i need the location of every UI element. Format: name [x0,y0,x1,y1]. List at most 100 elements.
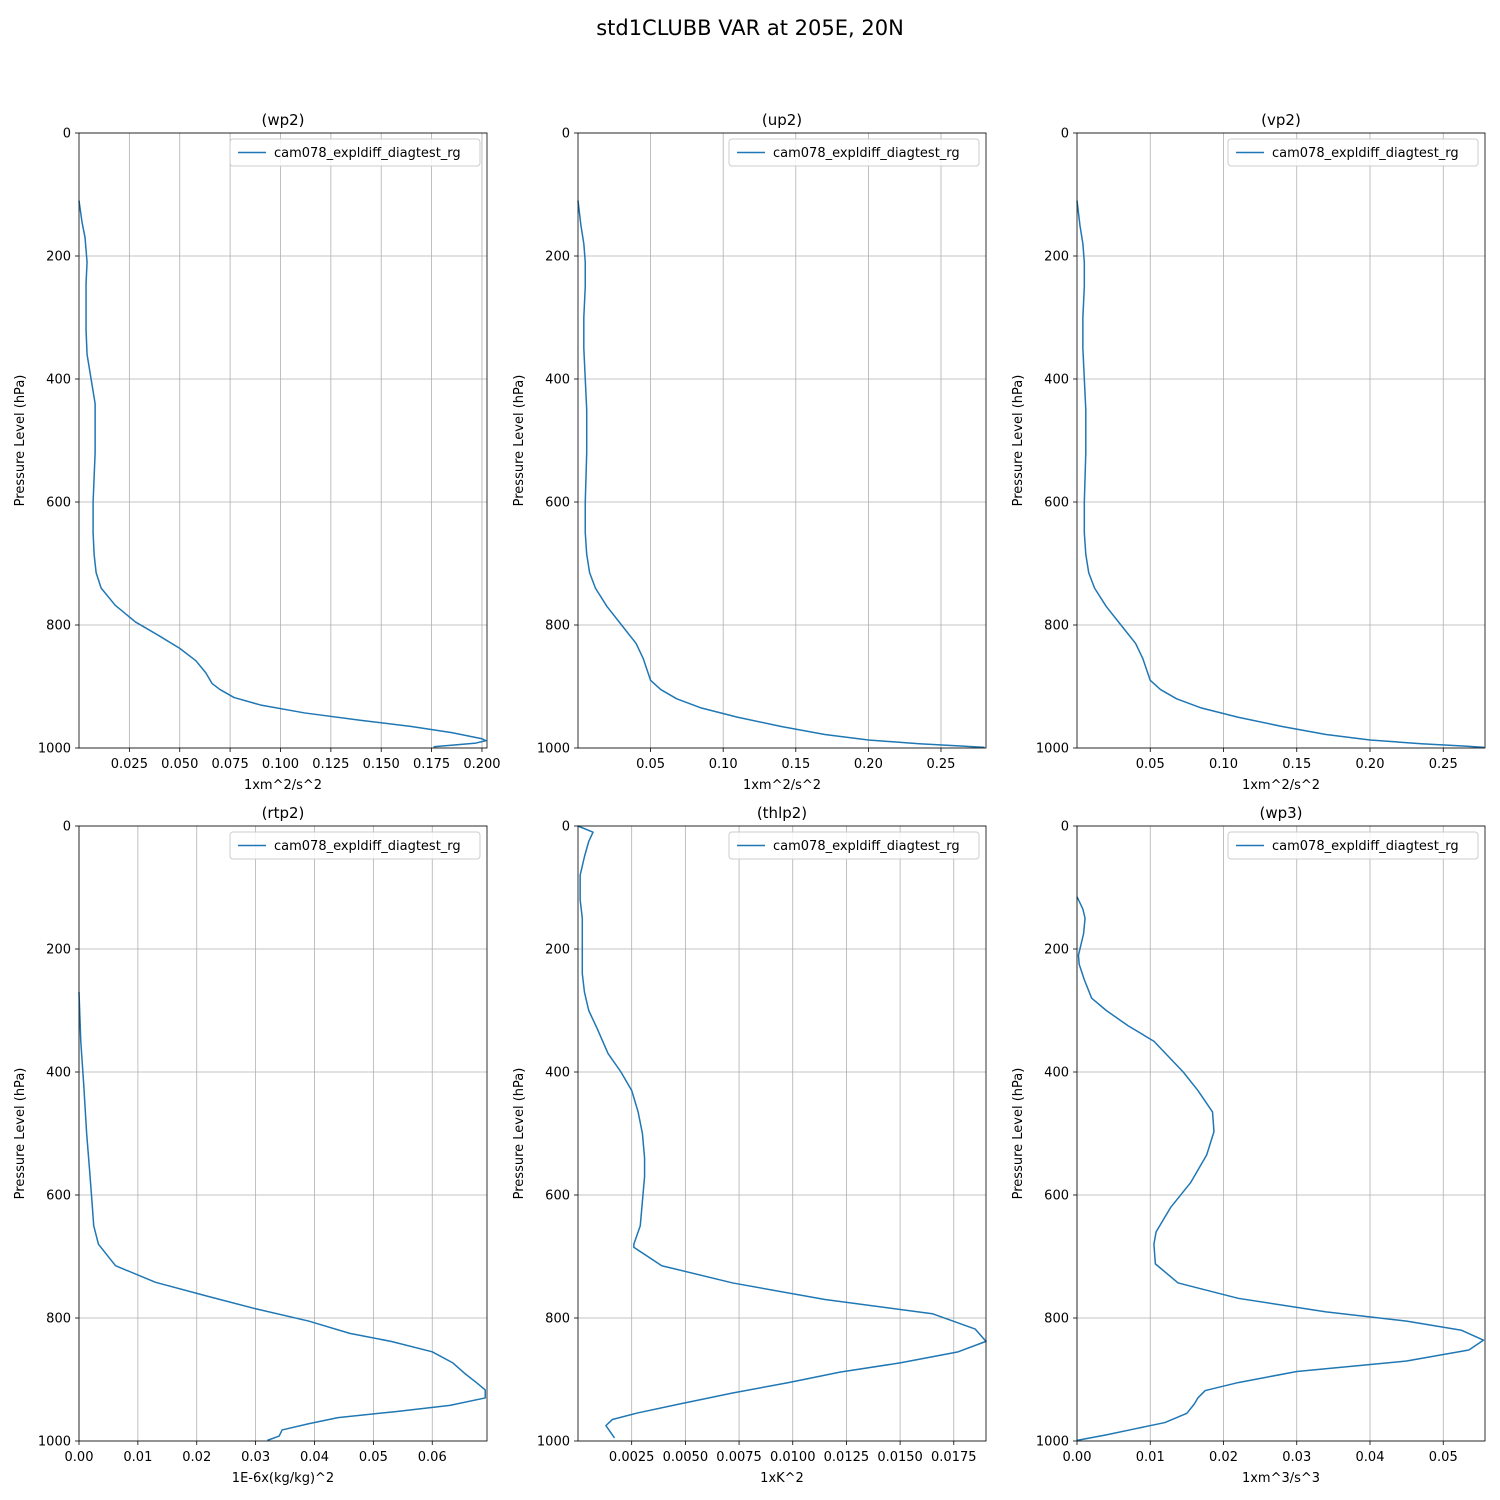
series-line [78,992,486,1442]
x-tick-label: 0.25 [1429,757,1458,772]
x-tick-label: 0.02 [182,1450,211,1465]
x-axis-label: 1xm^2/s^2 [1242,778,1320,793]
y-tick-label: 200 [545,943,570,958]
legend: cam078_expldiff_diagtest_rg [229,138,481,167]
y-tick-label: 0 [1061,820,1069,835]
axes-frame [78,825,488,1442]
y-tick-label: 600 [1044,1189,1069,1204]
y-tick-label: 0 [63,127,71,142]
panel-wp3: 0.00 0.01 0.02 0.03 0.04 0.05 0 200 400 600 800 100… [1011,804,1486,1486]
legend: cam078_expldiff_diagtest_rg [1227,138,1479,167]
x-tick-label: 0.20 [1356,757,1385,772]
y-tick-label: 600 [545,496,570,511]
panel-title: (wp2) [261,111,304,129]
x-tick-label: 0.0100 [770,1450,816,1465]
x-axis-label: 1E-6x(kg/kg)^2 [232,1471,334,1486]
x-tick-label: 0.10 [1209,757,1238,772]
legend: cam078_expldiff_diagtest_rg [229,831,481,860]
x-tick-label: 0.01 [123,1450,152,1465]
x-tick-label: 0.05 [1429,1450,1458,1465]
legend-label: cam078_expldiff_diagtest_rg [274,839,461,854]
y-tick-label: 600 [46,1189,71,1204]
series-line [577,825,987,1439]
x-tick-label: 0.03 [241,1450,270,1465]
panel-wp2: 0.025 0.050 0.075 0.100 0.125 0.150 0.175 0.200… [13,111,501,793]
legend-box [229,138,481,167]
y-tick-label: 800 [46,619,71,634]
series-line [78,200,487,748]
y-tick-label: 400 [46,373,71,388]
x-tick-label: 0.075 [212,757,249,772]
panel-rtp2: 0.00 0.01 0.02 0.03 0.04 0.05 0.06 0 200 400 600 80… [13,804,488,1486]
y-tick-label: 400 [1044,373,1069,388]
panel-up2: 0.05 0.10 0.15 0.20 0.25 0 200 400 600 800 1000 (up… [512,111,987,793]
legend: cam078_expldiff_diagtest_rg [728,831,980,860]
y-tick-label: 200 [46,943,71,958]
y-tick-label: 200 [1044,250,1069,265]
y-tick-label: 0 [1061,127,1069,142]
y-tick-label: 800 [545,619,570,634]
legend: cam078_expldiff_diagtest_rg [1227,831,1479,860]
y-tick-label: 1000 [1036,1435,1069,1450]
y-tick-label: 1000 [537,1435,570,1450]
series-line [577,200,985,749]
x-tick-label: 0.0050 [663,1450,709,1465]
legend-label: cam078_expldiff_diagtest_rg [1272,146,1459,161]
series-line [1076,896,1485,1442]
x-tick-label: 0.03 [1282,1450,1311,1465]
x-axis-label: 1xm^2/s^2 [743,778,821,793]
y-tick-label: 1000 [38,742,71,757]
x-tick-label: 0.25 [927,757,956,772]
legend-label: cam078_expldiff_diagtest_rg [274,146,461,161]
y-tick-label: 400 [46,1066,71,1081]
y-tick-label: 600 [1044,496,1069,511]
y-tick-label: 200 [545,250,570,265]
x-tick-label: 0.150 [363,757,400,772]
x-tick-label: 0.0150 [877,1450,923,1465]
y-tick-label: 0 [562,820,570,835]
x-tick-label: 0.050 [161,757,198,772]
x-tick-label: 0.0125 [824,1450,870,1465]
y-tick-label: 600 [545,1189,570,1204]
axes-frame [577,825,987,1442]
legend-label: cam078_expldiff_diagtest_rg [1272,839,1459,854]
legend-box [229,831,481,860]
panel-thlp2: 0.0025 0.0050 0.0075 0.0100 0.0125 0.0150 0.01… [512,804,987,1486]
x-tick-label: 0.04 [1356,1450,1385,1465]
x-tick-label: 0.05 [359,1450,388,1465]
x-tick-label: 0.15 [1282,757,1311,772]
axes-frame [577,132,987,749]
y-tick-label: 400 [1044,1066,1069,1081]
x-tick-label: 0.04 [300,1450,329,1465]
x-tick-label: 0.0075 [716,1450,762,1465]
y-tick-label: 1000 [537,742,570,757]
y-tick-label: 0 [562,127,570,142]
x-tick-label: 0.0025 [609,1450,655,1465]
legend-box [728,831,980,860]
x-tick-label: 0.00 [1063,1450,1092,1465]
legend-box [728,138,980,167]
legend-label: cam078_expldiff_diagtest_rg [773,839,960,854]
x-tick-label: 0.10 [709,757,738,772]
x-tick-label: 0.100 [262,757,299,772]
y-tick-label: 0 [63,820,71,835]
x-axis-label: 1xm^3/s^3 [1242,1471,1320,1486]
panel-title: (up2) [762,111,802,129]
x-tick-label: 0.02 [1209,1450,1238,1465]
x-tick-label: 0.025 [111,757,148,772]
y-tick-label: 800 [46,1312,71,1327]
y-tick-label: 800 [1044,1312,1069,1327]
y-axis-label: Pressure Level (hPa) [13,375,28,507]
panel-title: (thlp2) [757,804,807,822]
x-tick-label: 0.125 [312,757,349,772]
panel-title: (wp3) [1259,804,1302,822]
y-tick-label: 400 [545,373,570,388]
legend-box [1227,831,1479,860]
y-axis-label: Pressure Level (hPa) [1011,375,1026,507]
axes-frame [1076,132,1486,749]
x-tick-label: 0.05 [636,757,665,772]
x-tick-label: 0.06 [418,1450,447,1465]
x-tick-label: 0.01 [1136,1450,1165,1465]
y-tick-label: 200 [46,250,71,265]
figure-title: std1CLUBB VAR at 205E, 20N [596,16,904,40]
